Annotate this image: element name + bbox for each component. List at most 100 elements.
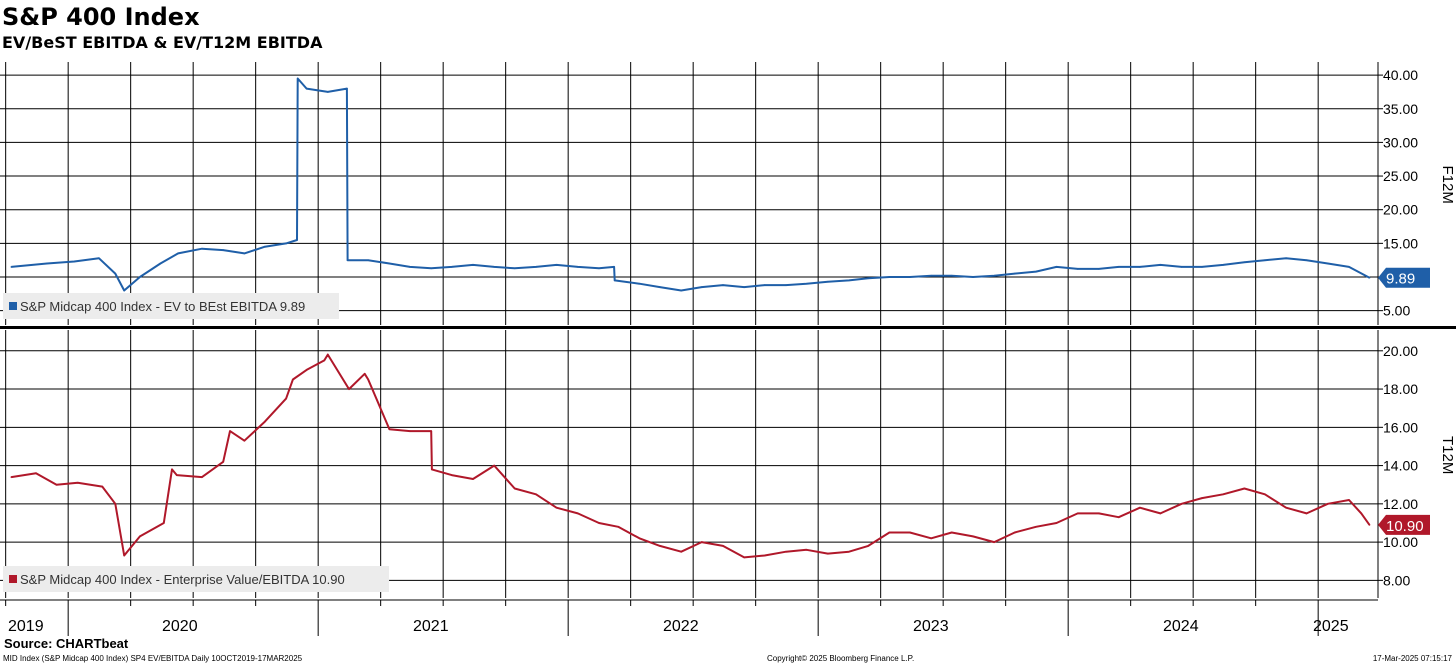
data-point [1055, 266, 1058, 268]
data-point [1013, 272, 1016, 275]
data-point [1348, 499, 1350, 501]
data-point [513, 267, 516, 270]
data-point [493, 464, 496, 467]
x-tick-label: 2025 [1313, 618, 1349, 635]
y-tick-label: 30.00 [1383, 134, 1418, 150]
data-point [848, 550, 850, 553]
data-point [229, 430, 231, 432]
data-point [867, 545, 869, 547]
data-point [296, 77, 299, 80]
data-point [1055, 522, 1058, 524]
legend-swatch [9, 302, 17, 310]
y-tick-label: 20.00 [1383, 202, 1418, 218]
data-point [1327, 503, 1329, 505]
y-tick-label: 15.00 [1383, 235, 1418, 251]
data-point [1327, 262, 1329, 265]
data-point [909, 531, 911, 534]
data-point [222, 461, 224, 463]
data-point [201, 247, 203, 250]
data-point [743, 286, 745, 288]
data-point [1159, 264, 1162, 266]
data-point [348, 388, 350, 390]
data-point [55, 483, 58, 486]
data-point [785, 284, 787, 286]
y-tick-label: 20.00 [1383, 343, 1418, 359]
data-point [327, 91, 329, 93]
data-point [101, 485, 104, 488]
data-point [346, 259, 349, 262]
legend-box [3, 293, 339, 319]
data-point [323, 359, 326, 362]
data-point [805, 282, 808, 285]
data-point [1243, 261, 1246, 264]
data-point [35, 472, 37, 475]
data-point [659, 545, 661, 547]
y-tick-label: 40.00 [1383, 67, 1418, 83]
x-tick-label: 2024 [1163, 618, 1199, 635]
data-point [1098, 512, 1100, 515]
x-tick-label: 2022 [663, 618, 699, 635]
x-tick-label: 2023 [913, 618, 949, 635]
data-point [638, 537, 641, 540]
data-point [264, 420, 266, 423]
data-point [513, 487, 516, 490]
data-point [123, 289, 125, 292]
data-point [163, 522, 165, 524]
data-point [613, 266, 615, 268]
data-point [367, 378, 370, 381]
data-point [1264, 493, 1266, 496]
data-point [722, 545, 724, 547]
data-point [950, 531, 953, 534]
data-point [535, 266, 537, 268]
y-tick-label: 8.00 [1383, 572, 1410, 588]
data-point [535, 493, 537, 496]
data-point [409, 266, 411, 268]
data-point [930, 537, 932, 540]
data-point [888, 531, 891, 534]
data-point [930, 274, 932, 277]
data-point [292, 378, 294, 381]
data-point [1222, 264, 1224, 266]
data-point [993, 274, 995, 277]
data-point [367, 259, 370, 262]
source-note: Source: CHARTbeat [4, 636, 129, 651]
y-tick-label: 10.00 [1383, 534, 1418, 550]
last-value-tag [1378, 267, 1430, 288]
data-point [305, 369, 308, 371]
data-point [827, 280, 829, 283]
data-point [46, 262, 48, 265]
data-point [363, 373, 366, 375]
data-point [700, 286, 703, 288]
data-point [1076, 268, 1079, 270]
data-point [785, 550, 787, 553]
data-point [638, 282, 641, 285]
data-point [472, 264, 474, 266]
data-point [159, 262, 162, 265]
data-point [76, 482, 79, 484]
data-point [972, 535, 974, 538]
series-line-ev-ebitda [11, 353, 1371, 559]
y-axis-title: T12M [1439, 436, 1456, 474]
data-point [1035, 526, 1037, 528]
data-point [1264, 259, 1266, 262]
data-point [1348, 266, 1350, 268]
chart-title: S&P 400 Index [2, 3, 200, 31]
data-point [430, 430, 433, 432]
data-point [700, 541, 703, 543]
data-point [763, 284, 766, 286]
data-point [1180, 503, 1183, 505]
data-point [176, 474, 178, 476]
data-point [139, 276, 141, 278]
data-point [73, 260, 76, 263]
footer-series-info: MID Index (S&P Midcap 400 Index) SP4 EV/… [3, 654, 303, 663]
data-point [493, 266, 496, 268]
data-point [1368, 276, 1371, 279]
data-point [1285, 257, 1287, 260]
data-point [888, 276, 891, 278]
data-point [1243, 487, 1246, 490]
data-point [1013, 531, 1016, 534]
y-axis-title: F12M [1439, 166, 1456, 204]
data-point [1201, 497, 1203, 499]
data-point [264, 245, 266, 248]
data-point [805, 549, 808, 551]
